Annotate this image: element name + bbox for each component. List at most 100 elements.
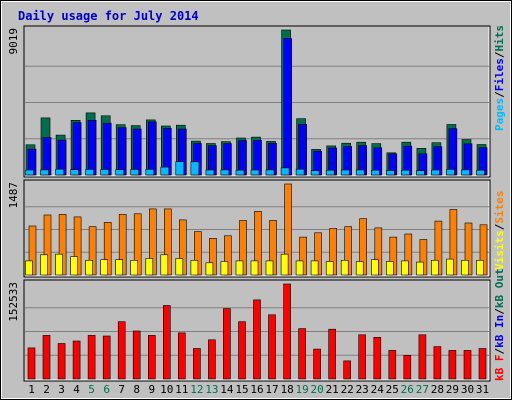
bar-pages-day-29 — [446, 169, 455, 176]
bar-kbytes-day-3 — [57, 343, 66, 380]
legend-label-part: / — [493, 308, 506, 315]
x-tick-label: 23 — [356, 383, 369, 396]
bar-pages-day-5 — [85, 169, 94, 176]
x-tick-label: 4 — [73, 383, 80, 396]
bar-visits-day-5 — [85, 259, 93, 276]
x-tick-label: 7 — [118, 383, 125, 396]
bar-kbytes-day-8 — [132, 330, 141, 380]
bar-visits-day-10 — [160, 254, 169, 276]
x-tick-label: 26 — [401, 383, 414, 396]
bar-files-day-7 — [117, 127, 127, 176]
x-tick-label: 31 — [476, 383, 489, 396]
bar-kbytes-day-25 — [388, 350, 397, 380]
bar-kbytes-day-22 — [343, 360, 352, 380]
right-axis-label: Visits/Sites — [493, 191, 506, 271]
bar-visits-day-17 — [265, 260, 274, 276]
bar-files-day-8 — [132, 128, 142, 176]
bar-kbytes-day-14 — [223, 308, 231, 380]
x-tick-label: 3 — [58, 383, 65, 396]
legend-label-part: / — [493, 51, 506, 58]
bar-visits-day-19 — [295, 260, 304, 276]
bar-kbytes-day-31 — [478, 348, 487, 380]
x-tick-label: 2 — [43, 383, 50, 396]
x-tick-label: 11 — [175, 383, 188, 396]
bar-visits-day-6 — [100, 259, 108, 276]
x-tick-label: 8 — [133, 383, 140, 396]
bar-pages-day-31 — [476, 169, 485, 176]
bar-pages-day-15 — [235, 169, 245, 176]
bar-visits-day-14 — [220, 261, 229, 276]
bar-kbytes-day-26 — [403, 354, 412, 380]
bar-visits-day-7 — [115, 259, 123, 276]
bar-visits-day-24 — [370, 259, 379, 276]
panel-sites-visits: 1487 — [7, 179, 491, 278]
bar-visits-day-22 — [340, 259, 349, 276]
bar-kbytes-day-17 — [268, 314, 276, 380]
bar-visits-day-11 — [175, 258, 184, 276]
x-tick-label: 15 — [235, 383, 248, 396]
bar-files-day-29 — [448, 128, 458, 176]
bar-pages-day-30 — [461, 169, 470, 176]
bar-kbytes-day-24 — [373, 336, 382, 380]
bar-kbytes-day-5 — [87, 335, 96, 380]
bar-kbytes-day-2 — [42, 335, 51, 380]
x-axis-labels: 1 2 3 4 5 6 7 8 9 10 11 12 13 14 15 16 17 18 19 20 21 22 23 24 2… — [28, 383, 489, 396]
bar-pages-day-28 — [431, 169, 440, 176]
bar-pages-day-19 — [295, 168, 305, 176]
bar-pages-day-23 — [355, 169, 365, 176]
legend-label-part: Files — [493, 58, 506, 91]
bar-kbytes-day-1 — [27, 347, 36, 380]
bar-kbytes-day-13 — [208, 339, 216, 380]
bar-kbytes-day-29 — [448, 350, 457, 380]
bar-kbytes-day-28 — [433, 346, 442, 380]
bar-pages-day-25 — [385, 170, 395, 176]
chart-title: Daily usage for July 2014 — [18, 9, 199, 23]
bar-files-day-9 — [148, 121, 157, 176]
bar-visits-day-15 — [235, 260, 244, 276]
x-tick-label: 9 — [148, 383, 155, 396]
bar-pages-day-8 — [130, 169, 139, 176]
bar-pages-day-14 — [220, 169, 230, 176]
x-tick-label: 22 — [341, 383, 354, 396]
bar-visits-day-25 — [385, 261, 394, 276]
y-max-label: 1487 — [7, 182, 20, 209]
legend-label-part: kB In — [493, 315, 506, 348]
bar-kbytes-day-9 — [148, 335, 156, 380]
bar-files-day-19 — [298, 124, 307, 176]
x-tick-label: 14 — [220, 383, 234, 396]
bar-pages-day-3 — [55, 168, 64, 176]
bar-visits-day-13 — [205, 262, 214, 276]
legend-label-part: Sites — [493, 191, 506, 224]
legend-label-part: kB Out — [493, 268, 506, 308]
bar-visits-day-1 — [25, 260, 33, 276]
legend-label-part: Visits — [493, 230, 506, 270]
bar-visits-day-29 — [446, 258, 454, 276]
bar-visits-day-26 — [400, 260, 409, 276]
x-tick-label: 18 — [280, 383, 293, 396]
bar-pages-day-10 — [160, 166, 170, 176]
legend-label-part: kB F — [493, 355, 506, 382]
bar-files-day-5 — [87, 120, 97, 176]
bar-visits-day-4 — [70, 256, 78, 276]
bar-files-day-15 — [238, 140, 247, 176]
x-tick-label: 12 — [190, 383, 203, 396]
bar-kbytes-day-30 — [463, 350, 472, 380]
bar-files-day-4 — [72, 122, 82, 176]
bar-kbytes-day-27 — [418, 334, 427, 380]
bar-pages-day-9 — [145, 169, 155, 176]
x-tick-label: 25 — [386, 383, 399, 396]
x-tick-label: 27 — [416, 383, 429, 396]
bar-kbytes-day-18 — [283, 283, 291, 380]
bar-kbytes-day-16 — [253, 299, 261, 380]
bar-visits-day-3 — [55, 253, 63, 276]
x-tick-label: 17 — [265, 383, 278, 396]
bar-visits-day-2 — [40, 254, 48, 276]
bar-files-day-2 — [42, 137, 52, 176]
bar-kbytes-day-15 — [238, 321, 246, 380]
bar-pages-day-7 — [115, 169, 124, 176]
bar-pages-day-17 — [265, 169, 275, 176]
bar-kbytes-day-10 — [163, 305, 171, 380]
